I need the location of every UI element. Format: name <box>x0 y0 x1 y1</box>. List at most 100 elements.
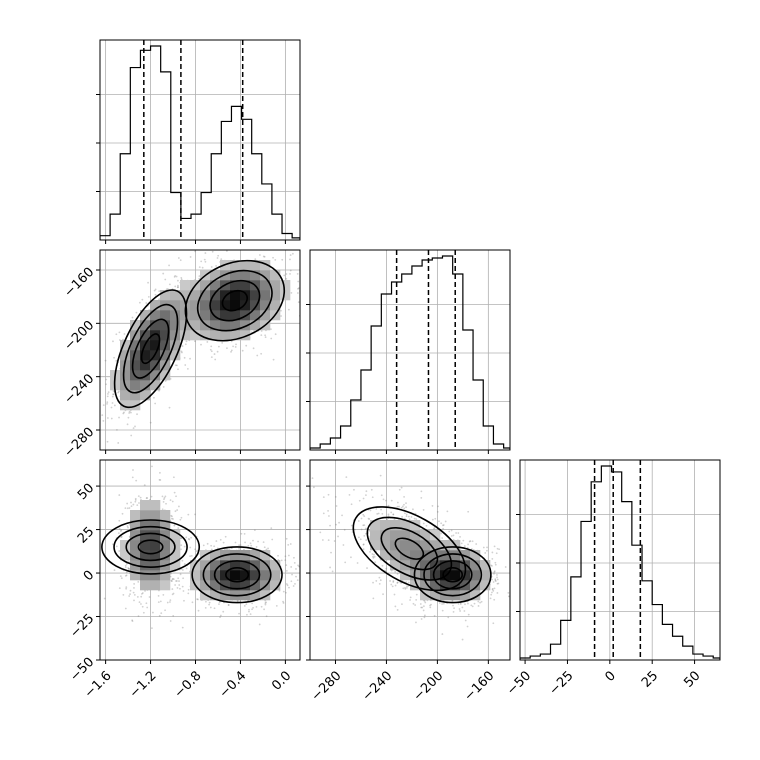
scatter-p1-p2-point <box>138 301 141 304</box>
scatter-p1-p2-point <box>118 416 120 419</box>
scatter-p2-p3-contour-0-1 <box>380 527 439 571</box>
scatter-p2-p3-point <box>368 518 371 520</box>
scatter-p1-p2-point <box>297 287 299 290</box>
scatter-p2-p3-plot-area <box>311 474 510 641</box>
scatter-p1-p3-density-cell <box>170 530 181 541</box>
scatter-p1-p3-point <box>257 540 259 543</box>
scatter-p1-p3-point <box>194 513 196 516</box>
scatter-p1-p2-density-cell <box>240 310 251 321</box>
scatter-p1-p2-point <box>239 247 241 249</box>
scatter-p2-p3-density-cell <box>450 550 461 561</box>
scatter-p1-p2-point <box>162 386 165 388</box>
scatter-p1-p3-point <box>289 543 292 545</box>
scatter-p1-p3-point <box>248 608 250 611</box>
scatter-p1-p2-point <box>283 274 286 277</box>
scatter-p1-p2-density-cell <box>180 330 191 341</box>
scatter-p2-p3-point <box>392 513 395 516</box>
scatter-p2-p3-point <box>414 604 417 606</box>
scatter-p2-p3-point <box>396 501 399 504</box>
scatter-p2-p3-point <box>496 592 499 594</box>
scatter-p1-p2-density-cell <box>170 320 181 331</box>
scatter-p1-p2-density-cell <box>240 260 251 271</box>
scatter-p1-p2-point <box>183 356 186 359</box>
scatter-p1-p3-density-cell <box>260 560 271 571</box>
scatter-p2-p3-point <box>409 599 411 601</box>
scatter-p1-p3-density-cell <box>200 560 211 571</box>
scatter-p2-p3-point <box>430 603 432 606</box>
scatter-p1-p2-point <box>136 413 138 416</box>
scatter-p1-p2-density-cell <box>130 360 141 371</box>
hist-p3-xtick-label-2: 0 <box>602 668 618 684</box>
scatter-p1-p3-point <box>295 568 297 570</box>
scatter-p1-p3-point <box>218 601 221 604</box>
scatter-p1-p2-point <box>221 341 224 344</box>
scatter-p1-p3-point <box>243 605 246 607</box>
scatter-p2-p3-point <box>403 495 405 498</box>
scatter-p1-p2-point <box>164 278 167 281</box>
scatter-p2-p3-point <box>413 517 416 520</box>
scatter-p1-p3-density-cell <box>130 550 141 561</box>
scatter-p1-p3-point <box>249 542 252 545</box>
scatter-p1-p3-point <box>172 592 175 595</box>
scatter-p1-p2-point <box>198 266 201 268</box>
scatter-p2-p3-point <box>463 545 466 547</box>
scatter-p2-p3-point <box>365 539 368 541</box>
scatter-p1-p3-point <box>150 495 153 498</box>
scatter-p1-p3-point <box>122 593 125 596</box>
scatter-p1-p3-point <box>290 566 293 568</box>
scatter-p2-p3-point <box>441 609 444 612</box>
scatter-p1-p2-point <box>209 348 212 351</box>
scatter-p1-p2-point <box>176 364 178 367</box>
scatter-p2-p3-point <box>496 547 499 550</box>
scatter-p1-p3-point <box>169 601 171 603</box>
scatter-p1-p3-point <box>189 546 192 549</box>
scatter-p2-p3-point <box>380 494 383 497</box>
scatter-p1-p3-point <box>133 587 135 589</box>
scatter-p2-p3-point <box>381 513 384 515</box>
scatter-p2-p3-point <box>423 600 426 602</box>
scatter-p1-p3-point <box>215 540 218 542</box>
scatter-p2-p3-point <box>406 585 408 588</box>
scatter-p2-p3-point <box>410 516 413 518</box>
scatter-p2-p3-point <box>371 496 374 499</box>
scatter-p2-p3-point <box>468 540 471 543</box>
scatter-p1-p2-point <box>107 393 109 395</box>
scatter-p2-p3-point <box>362 543 365 546</box>
scatter-p1-p3-density-cell <box>140 570 151 581</box>
scatter-p1-p3-point <box>129 593 131 596</box>
scatter-p2-p3-point <box>356 562 359 564</box>
scatter-p1-p2-point <box>106 440 109 443</box>
scatter-p2-p3-density-cell <box>420 530 431 541</box>
scatter-p1-p3-density-cell <box>150 560 161 571</box>
scatter-p2-p3-density-cell <box>420 590 431 601</box>
scatter-p1-p2-point <box>112 393 115 396</box>
scatter-p1-p3-point <box>187 538 190 540</box>
scatter-p1-p3-point <box>296 579 299 582</box>
scatter-p1-p2-point <box>180 350 183 353</box>
scatter-p1-p3-density-cell <box>240 580 251 591</box>
scatter-p2-p3-point <box>450 529 453 532</box>
scatter-p2-p3-point <box>466 625 469 628</box>
scatter-p1-p3-point <box>265 601 268 604</box>
scatter-p2-p3-density-cell <box>430 580 441 591</box>
scatter-p1-p2-point <box>174 364 177 367</box>
scatter-p2-p3-point <box>353 488 355 491</box>
scatter-p1-p2-point <box>105 383 107 386</box>
scatter-p1-p3-point <box>125 571 128 574</box>
scatter-p2-p3-point <box>362 513 365 516</box>
scatter-p1-p3-density-cell <box>140 520 151 531</box>
scatter-p1-p2-density-cell <box>170 330 181 341</box>
scatter-p2-p3-density-cell <box>380 520 391 531</box>
scatter-p1-p2-density-cell <box>140 310 151 321</box>
scatter-p1-p3-point <box>202 544 205 547</box>
scatter-p1-p2-point <box>128 410 131 413</box>
scatter-p1-p3-point <box>124 564 127 567</box>
scatter-p1-p3-point <box>138 502 140 504</box>
scatter-p2-p3-point <box>486 549 488 552</box>
scatter-p1-p2-density-cell <box>230 280 241 291</box>
scatter-p1-p2-density-cell <box>250 320 261 331</box>
scatter-p2-p3-point <box>464 603 466 606</box>
scatter-p1-p2-point <box>296 292 299 294</box>
scatter-p2-p3-point <box>348 493 351 496</box>
scatter-p1-p3-point <box>282 600 284 603</box>
